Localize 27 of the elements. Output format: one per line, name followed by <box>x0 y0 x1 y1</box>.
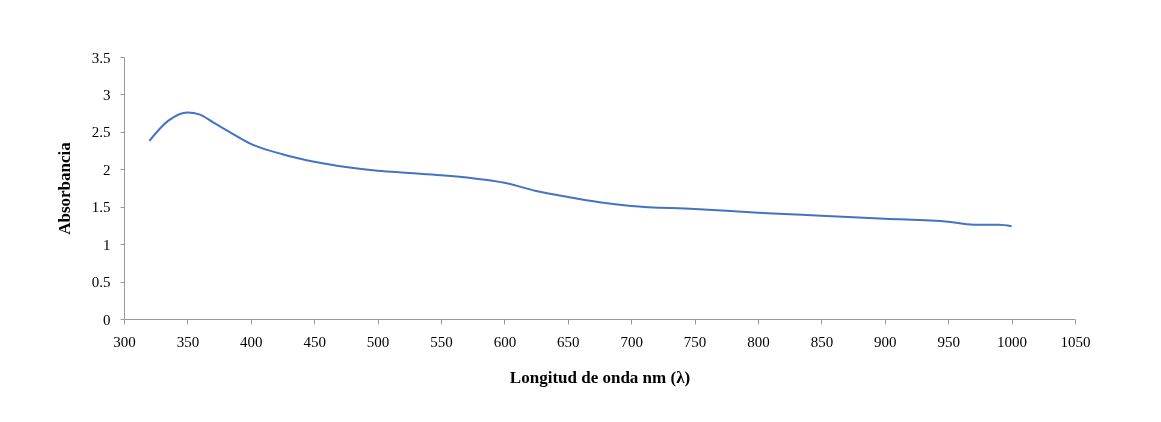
y-tick-label: 3.5 <box>91 49 111 66</box>
x-tick-label: 800 <box>747 333 770 350</box>
y-tick-label: 0.5 <box>91 274 111 291</box>
y-tick-label: 2 <box>103 161 111 178</box>
x-tick-label: 550 <box>430 333 453 350</box>
x-tick-label: 500 <box>366 333 390 350</box>
x-tick-label: 350 <box>176 333 200 350</box>
x-tick-label: 300 <box>113 333 136 350</box>
y-axis-title: Absorbancia <box>54 141 74 235</box>
x-tick-label: 1050 <box>1060 333 1091 350</box>
x-tick-label: 600 <box>493 333 517 350</box>
y-tick-label: 1.5 <box>91 199 111 216</box>
x-tick-label: 700 <box>620 333 643 350</box>
x-tick-label: 850 <box>810 333 834 350</box>
x-axis-title: Longitud de onda nm (λ) <box>509 367 691 387</box>
x-tick-label: 400 <box>240 333 263 350</box>
x-tick-label: 750 <box>683 333 707 350</box>
line-series <box>148 111 1013 228</box>
x-tick-label: 650 <box>557 333 580 350</box>
y-tick-label: 0 <box>103 311 111 328</box>
y-tick-label: 2.5 <box>91 124 111 141</box>
y-tick-label: 1 <box>103 236 111 253</box>
y-tick-label: 3 <box>103 86 111 103</box>
x-tick-label: 900 <box>874 333 897 350</box>
x-tick-label: 1000 <box>997 333 1028 350</box>
x-tick-label: 950 <box>937 333 960 350</box>
x-tick-label: 450 <box>303 333 326 350</box>
